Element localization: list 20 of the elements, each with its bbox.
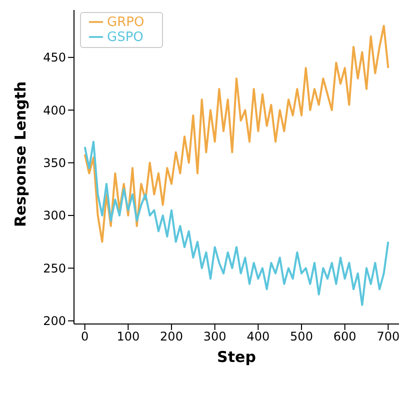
y-tick-label: 400 — [43, 103, 66, 118]
line-series — [84, 140, 390, 306]
y-tick-label: 350 — [43, 156, 66, 170]
x-tick-label: 600 — [333, 330, 356, 344]
x-tick-label: 400 — [246, 330, 270, 344]
legend-label: GRPO — [107, 15, 144, 30]
y-tick-label: 450 — [43, 50, 66, 65]
y-axis-title: Response Length — [11, 81, 30, 227]
x-tick-label: 200 — [160, 330, 183, 344]
line-series — [84, 24, 390, 243]
x-tick-label: 300 — [203, 330, 226, 344]
y-tick-label: 300 — [43, 208, 66, 223]
y-tick-label: 200 — [43, 314, 66, 328]
x-tick-label: 100 — [116, 330, 140, 344]
x-tick-label: 500 — [290, 330, 313, 344]
x-axis-title: Step — [217, 348, 256, 366]
x-tick-label: 0 — [81, 330, 89, 344]
legend-label: GSPO — [107, 30, 144, 45]
y-tick-label: 250 — [43, 261, 66, 276]
x-tick-label: 700 — [376, 330, 400, 344]
